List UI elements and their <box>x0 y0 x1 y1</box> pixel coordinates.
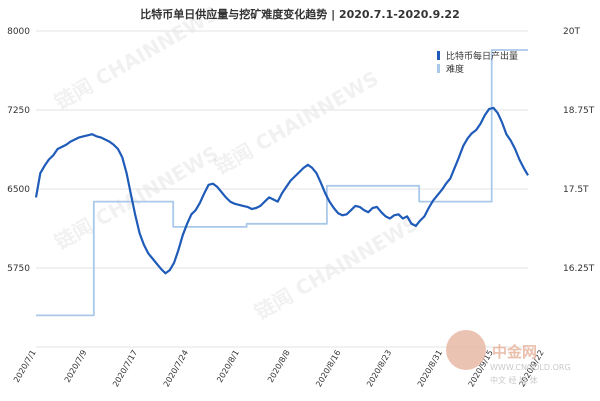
x-tick-label: 2020/7/17 <box>111 349 139 389</box>
series-line-difficulty <box>36 49 528 317</box>
legend-swatch-difficulty <box>437 64 440 73</box>
x-tick-label: 2020/8/1 <box>215 349 241 385</box>
cngold-logo: 中金网 WWW.CNGOLD.ORG 中文 经 媒 体 <box>446 330 571 385</box>
cngold-logo-mark <box>446 330 486 370</box>
y-right-tick-label: 17.5T <box>563 185 589 195</box>
y-right-tick-label: 16.25T <box>563 264 595 274</box>
x-tick-label: 2020/7/24 <box>162 349 190 389</box>
cngold-site-text: WWW.CNGOLD.ORG <box>490 363 571 372</box>
legend-swatch-supply <box>437 51 440 60</box>
y-left-tick-label: 7250 <box>7 106 30 116</box>
y-right-tick-label: 18.75T <box>563 106 595 116</box>
y-left-tick-label: 8000 <box>7 27 30 37</box>
series-layer <box>34 49 529 317</box>
y-left-tick-label: 5750 <box>7 264 30 274</box>
x-tick-label: 2020/8/23 <box>365 349 393 389</box>
x-tick-label: 2020/8/16 <box>314 349 342 389</box>
x-tick-label: 2020/8/31 <box>416 349 444 389</box>
legend-label-difficulty: 难度 <box>446 63 464 75</box>
chart-title: 比特币单日供应量与挖矿难度变化趋势 | 2020.7.1-2020.9.22 <box>140 7 459 21</box>
y-right-tick-label: 20T <box>563 27 580 37</box>
x-tick-label: 2020/8/8 <box>266 349 292 385</box>
x-tick-label: 2020/7/1 <box>12 349 38 385</box>
legend-label-supply: 比特币每日产出量 <box>446 50 518 62</box>
y-left-tick-label: 6500 <box>7 185 30 195</box>
watermark-text: 链闻 CHAINNEWS <box>51 141 223 254</box>
gridlines <box>36 30 528 348</box>
y-axis-right: 16.25T 17.5T 18.75T 20T <box>563 27 595 274</box>
watermark-text: 链闻 CHAINNEWS <box>211 66 383 179</box>
y-axis-left: 5750 6500 7250 8000 <box>7 27 30 274</box>
cngold-tagline-text: 中文 经 媒 体 <box>490 375 538 385</box>
series-line-supply <box>34 106 529 275</box>
cngold-logo-text: 中金网 <box>492 343 537 361</box>
x-tick-label: 2020/7/9 <box>63 349 89 385</box>
legend: 比特币每日产出量 难度 <box>437 50 518 75</box>
